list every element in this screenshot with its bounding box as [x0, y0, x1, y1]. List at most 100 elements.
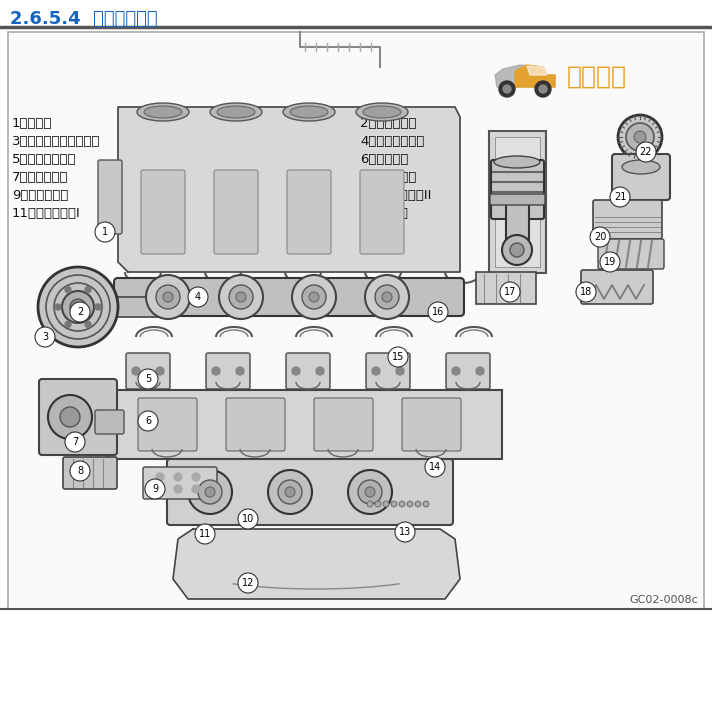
Circle shape — [375, 285, 399, 309]
Ellipse shape — [363, 106, 401, 118]
Circle shape — [626, 123, 654, 151]
Circle shape — [146, 275, 190, 319]
Ellipse shape — [144, 106, 182, 118]
Circle shape — [348, 470, 392, 514]
Polygon shape — [118, 107, 460, 272]
Circle shape — [367, 501, 373, 507]
Text: 1、气缸体: 1、气缸体 — [12, 117, 53, 130]
Text: 7: 7 — [72, 437, 78, 447]
FancyBboxPatch shape — [10, 34, 702, 607]
Circle shape — [156, 485, 164, 493]
FancyBboxPatch shape — [476, 272, 536, 304]
Text: 15: 15 — [392, 352, 404, 362]
Circle shape — [292, 367, 300, 375]
Polygon shape — [495, 65, 555, 87]
Text: 12: 12 — [242, 578, 254, 588]
Text: 5: 5 — [145, 374, 151, 384]
Text: 8、机油集滤器: 8、机油集滤器 — [360, 171, 417, 184]
Ellipse shape — [283, 103, 335, 121]
Text: 汽修帮手: 汽修帮手 — [567, 65, 627, 89]
Text: GC02-0008c: GC02-0008c — [629, 595, 698, 605]
Circle shape — [618, 115, 662, 159]
Circle shape — [163, 292, 173, 302]
Circle shape — [423, 501, 429, 507]
Text: 6: 6 — [145, 416, 151, 426]
Circle shape — [399, 501, 405, 507]
Circle shape — [476, 367, 484, 375]
Circle shape — [636, 142, 656, 162]
Circle shape — [48, 395, 92, 439]
Circle shape — [236, 292, 246, 302]
Text: 11、平衡轴组件I: 11、平衡轴组件I — [12, 207, 80, 220]
FancyBboxPatch shape — [366, 353, 410, 389]
FancyBboxPatch shape — [402, 398, 461, 451]
Circle shape — [195, 524, 215, 544]
Circle shape — [302, 285, 326, 309]
Circle shape — [188, 287, 208, 307]
FancyBboxPatch shape — [98, 160, 122, 234]
Text: 10: 10 — [242, 514, 254, 524]
FancyBboxPatch shape — [8, 32, 704, 609]
Polygon shape — [173, 529, 460, 599]
Ellipse shape — [622, 160, 660, 174]
Circle shape — [192, 485, 200, 493]
Text: 17: 17 — [504, 287, 516, 297]
Text: 19: 19 — [604, 257, 616, 267]
FancyBboxPatch shape — [116, 297, 165, 317]
Circle shape — [396, 367, 404, 375]
Circle shape — [365, 275, 409, 319]
Circle shape — [95, 222, 115, 242]
Ellipse shape — [290, 106, 328, 118]
Polygon shape — [527, 66, 547, 75]
Text: 13: 13 — [399, 527, 411, 537]
FancyBboxPatch shape — [593, 200, 662, 239]
Circle shape — [188, 470, 232, 514]
Circle shape — [590, 227, 610, 247]
Circle shape — [145, 479, 165, 499]
Circle shape — [428, 302, 448, 322]
Circle shape — [138, 369, 158, 389]
FancyBboxPatch shape — [108, 390, 502, 459]
Circle shape — [634, 131, 646, 143]
FancyBboxPatch shape — [581, 270, 653, 304]
FancyBboxPatch shape — [286, 353, 330, 389]
Circle shape — [610, 187, 630, 207]
Circle shape — [138, 411, 158, 431]
Circle shape — [425, 457, 445, 477]
Circle shape — [510, 243, 524, 257]
Circle shape — [535, 81, 551, 97]
FancyBboxPatch shape — [495, 137, 540, 267]
Circle shape — [38, 267, 118, 347]
FancyBboxPatch shape — [141, 170, 185, 254]
Circle shape — [70, 302, 90, 322]
FancyBboxPatch shape — [490, 194, 545, 205]
FancyBboxPatch shape — [314, 398, 373, 451]
FancyBboxPatch shape — [506, 198, 529, 254]
Text: 21: 21 — [614, 192, 626, 202]
Text: 7、机油泵总成: 7、机油泵总成 — [12, 171, 68, 184]
Circle shape — [268, 470, 312, 514]
Circle shape — [285, 487, 295, 497]
Text: 2、减振皮带轮: 2、减振皮带轮 — [360, 117, 417, 130]
Circle shape — [95, 304, 101, 310]
Circle shape — [65, 432, 85, 452]
Circle shape — [372, 367, 380, 375]
Circle shape — [62, 291, 94, 323]
Text: 4、主轴承（上）: 4、主轴承（上） — [360, 135, 424, 148]
FancyBboxPatch shape — [226, 398, 285, 451]
FancyBboxPatch shape — [39, 379, 117, 455]
FancyBboxPatch shape — [287, 170, 331, 254]
Circle shape — [132, 367, 140, 375]
FancyBboxPatch shape — [167, 459, 453, 525]
Text: 5、主轴承（下）: 5、主轴承（下） — [12, 153, 76, 166]
Circle shape — [395, 522, 415, 542]
Circle shape — [70, 461, 90, 481]
Circle shape — [174, 473, 182, 481]
FancyBboxPatch shape — [598, 239, 664, 269]
FancyBboxPatch shape — [214, 170, 258, 254]
Text: 4: 4 — [195, 292, 201, 302]
FancyBboxPatch shape — [138, 398, 197, 451]
Ellipse shape — [210, 103, 262, 121]
Circle shape — [407, 501, 413, 507]
Text: 9、机油滤清器: 9、机油滤清器 — [12, 189, 68, 202]
